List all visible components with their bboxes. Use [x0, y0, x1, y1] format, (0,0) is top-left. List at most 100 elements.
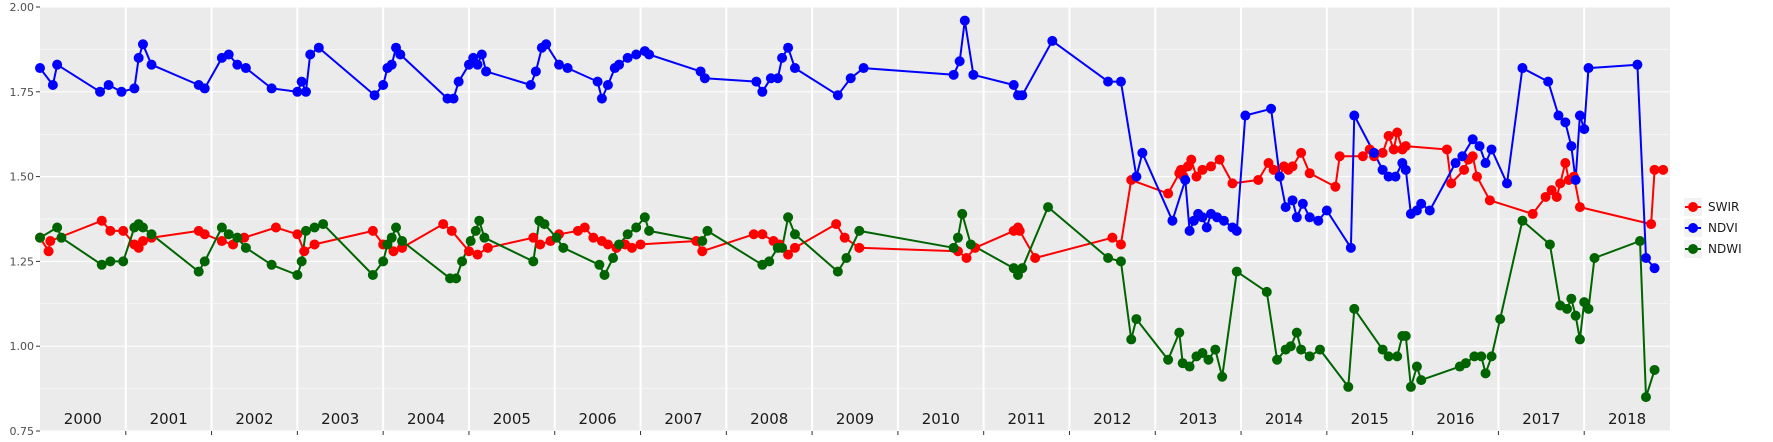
data-point-ndwi [608, 253, 619, 264]
legend-label: NDVI [1708, 221, 1738, 235]
data-point-ndwi [1562, 303, 1573, 314]
data-point-ndvi [1349, 110, 1360, 121]
data-point-swir [697, 246, 708, 257]
data-point-ndvi [386, 59, 397, 70]
data-point-ndwi [96, 259, 107, 270]
data-point-swir [137, 236, 148, 247]
y-tick-label: 0.75 [10, 425, 35, 438]
data-point-ndvi [959, 15, 970, 26]
data-point-ndvi [1649, 263, 1660, 274]
data-point-ndvi [137, 39, 148, 50]
data-point-ndwi [367, 269, 378, 280]
data-point-ndwi [1634, 236, 1645, 247]
x-tick-label: 2006 [579, 410, 617, 428]
data-point-ndwi [599, 269, 610, 280]
data-point-ndwi [474, 215, 485, 226]
data-point-ndwi [832, 266, 843, 277]
data-point-ndvi [832, 90, 843, 101]
data-point-ndvi [1137, 147, 1148, 158]
data-point-ndwi [296, 256, 307, 267]
data-point-ndwi [841, 253, 852, 264]
data-point-ndwi [957, 208, 968, 219]
data-point-ndwi [1416, 375, 1427, 386]
data-point-swir [757, 229, 768, 240]
data-point-ndwi [35, 232, 45, 243]
data-point-ndwi [118, 256, 129, 267]
x-tick-label: 2013 [1179, 410, 1217, 428]
data-point-ndvi [116, 86, 127, 97]
data-point-ndvi [1304, 212, 1315, 223]
data-point-swir [1646, 219, 1657, 230]
data-point-ndwi [1544, 239, 1555, 250]
data-point-ndvi [1115, 76, 1126, 87]
data-point-ndvi [369, 90, 380, 101]
data-point-ndvi [1180, 174, 1191, 185]
data-point-swir [105, 225, 116, 236]
data-point-ndvi [232, 59, 243, 70]
data-point-ndwi [539, 219, 550, 230]
data-point-ndwi [1400, 331, 1411, 342]
data-point-ndvi [292, 86, 303, 97]
data-point-swir [1574, 202, 1585, 213]
data-point-swir [1546, 185, 1557, 196]
data-point-ndvi [622, 52, 633, 63]
data-point-swir [1227, 178, 1238, 189]
data-point-swir [1263, 158, 1274, 169]
data-point-swir [1357, 151, 1368, 162]
data-point-swir [239, 232, 250, 243]
data-point-swir [1400, 141, 1411, 152]
data-point-swir [535, 239, 546, 250]
data-point-swir [579, 222, 590, 233]
data-point-ndvi [129, 83, 140, 94]
data-point-ndvi [103, 80, 114, 91]
data-point-swir [1551, 191, 1562, 202]
data-point-ndvi [1321, 205, 1332, 216]
legend: SWIR NDVI NDWI [1684, 198, 1742, 258]
data-point-swir [45, 236, 56, 247]
data-point-ndvi [1231, 225, 1242, 236]
data-point-swir [388, 246, 399, 257]
data-point-swir [1441, 144, 1452, 155]
data-point-swir [1649, 164, 1660, 175]
data-point-ndvi [305, 49, 316, 60]
data-point-ndvi [1131, 171, 1142, 182]
data-point-ndwi [1272, 354, 1283, 365]
data-point-swir [1304, 168, 1315, 179]
data-point-ndwi [1589, 253, 1600, 264]
data-point-ndwi [1469, 351, 1480, 362]
data-point-ndwi [1163, 354, 1174, 365]
data-point-ndvi [751, 76, 762, 87]
data-point-ndvi [1313, 215, 1324, 226]
x-tick-label: 2009 [836, 410, 874, 428]
data-point-swir [1484, 195, 1495, 206]
x-tick-label: 2014 [1265, 410, 1303, 428]
data-point-ndwi [1383, 351, 1394, 362]
data-point-ndwi [622, 229, 633, 240]
data-point-ndvi [1502, 178, 1512, 189]
data-point-ndwi [300, 225, 311, 236]
data-point-ndwi [137, 222, 148, 233]
data-point-ndvi [1424, 205, 1435, 216]
data-point-swir [1115, 239, 1126, 250]
data-point-ndwi [216, 222, 227, 233]
data-point-ndvi [1450, 158, 1461, 169]
data-point-ndvi [199, 83, 210, 94]
data-point-ndvi [1201, 222, 1212, 233]
data-point-ndwi [1131, 314, 1142, 325]
data-point-ndwi [1570, 310, 1581, 321]
data-point-ndvi [789, 63, 800, 74]
data-point-ndvi [1345, 242, 1356, 253]
data-point-ndvi [772, 73, 783, 84]
data-point-ndwi [1411, 361, 1422, 372]
data-point-ndvi [1517, 63, 1528, 74]
data-point-ndvi [554, 59, 565, 70]
data-point-ndvi [1184, 225, 1195, 236]
data-point-ndvi [1008, 80, 1019, 91]
data-point-ndvi [378, 80, 389, 91]
data-point-ndvi [954, 56, 965, 67]
data-point-ndvi [1560, 117, 1571, 128]
data-point-ndwi [56, 232, 67, 243]
data-point-ndvi [1197, 212, 1208, 223]
data-point-ndvi [1467, 134, 1478, 145]
